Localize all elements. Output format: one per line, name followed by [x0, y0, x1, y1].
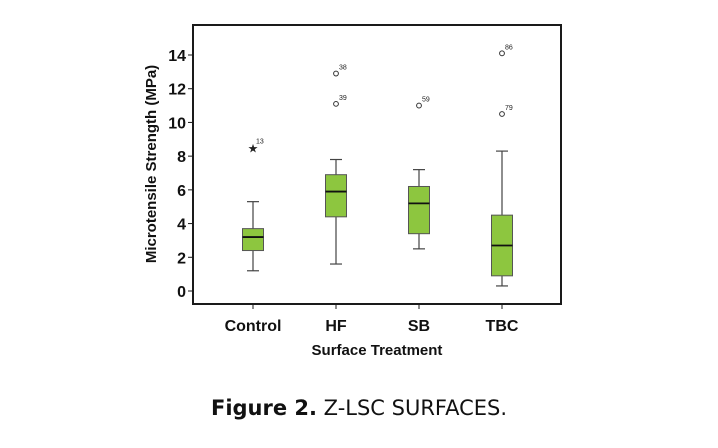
iqr-box	[242, 228, 264, 252]
y-tick-label: 0	[177, 284, 186, 301]
outlier-label: 59	[422, 97, 430, 104]
y-tick-label: 8	[177, 149, 186, 166]
x-tick-label: Control	[225, 318, 282, 335]
figure-caption: Figure 2. Z-LSC SURFACES.	[0, 396, 718, 420]
outlier-point	[333, 70, 339, 77]
x-tick-label: SB	[408, 318, 430, 335]
outlier-label: 39	[339, 95, 347, 102]
y-tick-label: 6	[177, 183, 186, 200]
figure-caption-text: Z-LSC SURFACES.	[317, 396, 508, 420]
iqr-box	[325, 174, 347, 218]
outlier-point	[499, 50, 505, 57]
box-hf: 38 39	[325, 65, 347, 265]
box-sb: 59	[408, 97, 430, 250]
outlier-label: 38	[339, 65, 347, 72]
y-axis: 0 2 4 6 8 10 12 14	[168, 48, 193, 301]
box-series: ★13 38 39 59 86 79	[242, 44, 513, 287]
y-tick-label: 14	[168, 48, 186, 65]
outlier-label: 86	[505, 44, 513, 51]
box-tbc: 86 79	[491, 44, 513, 287]
x-tick-label: TBC	[486, 318, 519, 335]
figure-label: Figure 2.	[210, 396, 317, 420]
box-control: ★13	[242, 139, 264, 272]
outlier-label: 13	[256, 139, 264, 146]
plot-frame	[192, 24, 562, 305]
outlier-label: 79	[505, 105, 513, 112]
y-tick-label: 4	[177, 217, 186, 234]
x-tick-label: HF	[325, 318, 347, 335]
outlier-point	[333, 100, 339, 107]
outlier-point	[499, 111, 505, 117]
y-tick-label: 2	[177, 250, 186, 267]
outlier-point	[416, 102, 422, 109]
x-axis: Control HF SB TBC	[225, 304, 519, 335]
y-tick-label: 12	[168, 82, 186, 99]
x-axis-title: Surface Treatment	[312, 342, 443, 359]
iqr-box	[408, 185, 430, 235]
y-tick-label: 10	[168, 115, 186, 132]
outlier-star: ★	[248, 142, 259, 156]
y-axis-title: Microtensile Strength (MPa)	[143, 65, 160, 263]
